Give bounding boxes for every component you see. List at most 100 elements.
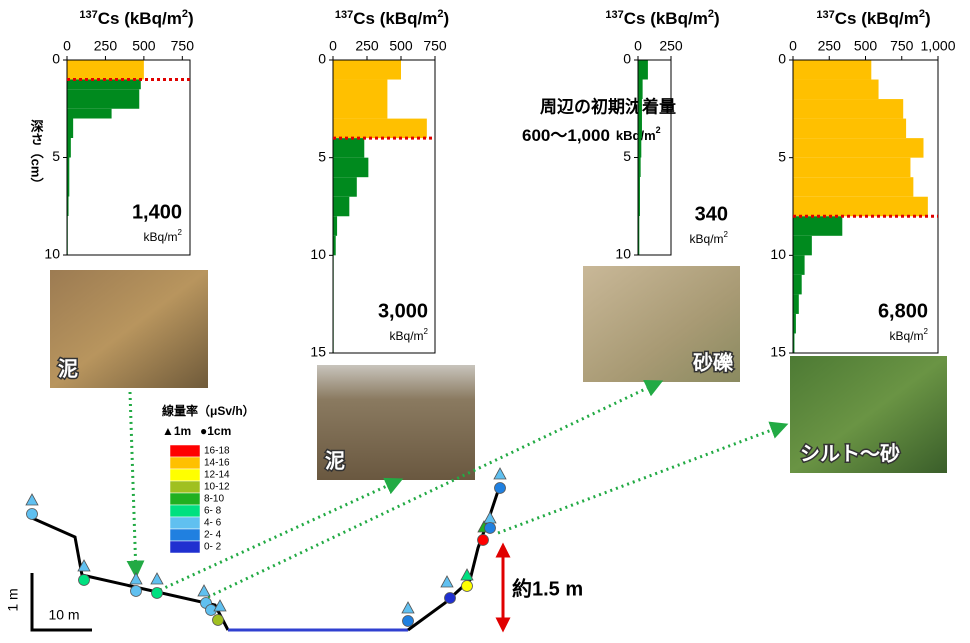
photo-label: 泥 <box>325 449 345 472</box>
unit-part: 2 <box>724 230 729 239</box>
bar <box>638 235 640 255</box>
x-tick-label: 500 <box>389 38 413 54</box>
marker-1cm <box>26 508 38 520</box>
total-unit: kBq/m2 <box>890 327 929 343</box>
total-unit: kBq/m2 <box>690 230 729 246</box>
x-tick-label: 500 <box>854 38 878 54</box>
ground-line <box>407 484 502 632</box>
x-tick-label: 250 <box>659 38 683 54</box>
chart-title: 137Cs (kBq/m2) <box>605 8 719 29</box>
bar <box>638 157 641 177</box>
title-part: 137 <box>79 9 97 21</box>
bar <box>793 60 872 80</box>
height-label: 約1.5 m <box>512 576 583 600</box>
unit-part: kBq/m <box>390 329 424 343</box>
legend-label: 4- 6 <box>204 518 222 529</box>
photos: 泥 泥 砂礫 シルト～砂 <box>50 266 947 480</box>
marker-1m <box>440 575 454 588</box>
unit-part: 2 <box>178 228 183 237</box>
x-tick-label: 0 <box>634 38 642 54</box>
chart-title: 137Cs (kBq/m2) <box>79 8 193 29</box>
chart-title: 137Cs (kBq/m2) <box>335 8 449 29</box>
bar <box>638 60 648 80</box>
bar <box>793 118 907 139</box>
title-part: ) <box>714 9 720 28</box>
title-part: 2 <box>919 8 925 20</box>
scale-label: 1 m <box>5 588 21 611</box>
annotation: 600～1,000 kBq/m2 <box>522 125 661 145</box>
legend-marker: ●1cm <box>200 424 231 438</box>
annotation: 周辺の初期沈着量 <box>540 96 676 116</box>
marker-1cm <box>494 482 506 494</box>
y-tick-label: 5 <box>318 148 326 164</box>
legend-label: 14-16 <box>204 458 230 469</box>
bar <box>67 118 74 138</box>
bar <box>333 79 388 119</box>
bar <box>333 118 427 139</box>
marker-1m <box>213 599 227 612</box>
marker-1cm <box>444 592 456 604</box>
y-tick-label: 10 <box>44 246 60 262</box>
legend-label: 0- 2 <box>204 542 222 553</box>
marker-1m <box>77 559 91 572</box>
legend-label: 8-10 <box>204 494 224 505</box>
scale-label: 10 m <box>48 607 79 623</box>
legend-swatch <box>169 528 201 542</box>
photo <box>50 270 208 388</box>
bar <box>793 274 802 295</box>
bar <box>793 138 924 158</box>
unit-part: kBq/m <box>690 232 724 246</box>
chart-title: 137Cs (kBq/m2) <box>816 8 930 29</box>
marker-1cm <box>78 574 90 586</box>
bar <box>793 294 799 314</box>
bar <box>333 235 336 256</box>
annotation-unit: kBq/m <box>616 128 656 143</box>
marker-1cm <box>130 585 142 597</box>
title-part: 137 <box>605 9 623 21</box>
marker-1m <box>493 467 507 480</box>
x-tick-label: 1,000 <box>920 38 955 54</box>
arrow <box>126 391 145 579</box>
marker-1cm <box>402 615 414 627</box>
unit-part: kBq/m <box>890 329 924 343</box>
annotation-value: 600～1,000 <box>522 126 610 145</box>
x-tick-label: 0 <box>329 38 337 54</box>
legend-label: 12-14 <box>204 470 230 481</box>
legend-label: 16-18 <box>204 446 230 457</box>
marker-1m <box>150 572 164 585</box>
x-tick-label: 500 <box>132 38 156 54</box>
total-unit: kBq/m2 <box>144 228 183 244</box>
bar <box>793 255 805 275</box>
x-tick-label: 750 <box>890 38 914 54</box>
scale-bar <box>30 573 92 632</box>
legend-marker: ▲1m <box>162 424 191 438</box>
marker-1cm <box>212 614 224 626</box>
legend-label: 6- 8 <box>204 506 222 517</box>
bar <box>333 196 350 217</box>
x-tick-label: 750 <box>423 38 447 54</box>
legend-label: 2- 4 <box>204 530 222 541</box>
y-tick-label: 0 <box>778 51 786 67</box>
y-tick-label: 5 <box>623 148 631 164</box>
title-part: Cs (kBq/m <box>353 9 437 28</box>
depth-chart: 137Cs (kBq/m2)0 250 500 750 1,0000510156,800… <box>770 8 955 360</box>
legend-swatch <box>169 492 201 506</box>
legend-swatch <box>169 468 201 482</box>
arrow <box>159 477 404 592</box>
bar <box>67 177 70 197</box>
bar <box>333 216 338 236</box>
y-tick-label: 0 <box>623 51 631 67</box>
marker-1cm <box>461 580 473 592</box>
bar <box>67 138 71 158</box>
legend-swatch <box>169 516 201 530</box>
legend-title: 線量率（μSv/h） <box>162 403 255 418</box>
title-part: ) <box>925 9 931 28</box>
legend-swatch <box>169 540 201 554</box>
marker-1m <box>401 601 415 614</box>
bar <box>333 138 365 158</box>
legend-label: 10-12 <box>204 482 230 493</box>
total-value: 1,400 <box>132 201 182 223</box>
x-tick-label: 750 <box>171 38 195 54</box>
